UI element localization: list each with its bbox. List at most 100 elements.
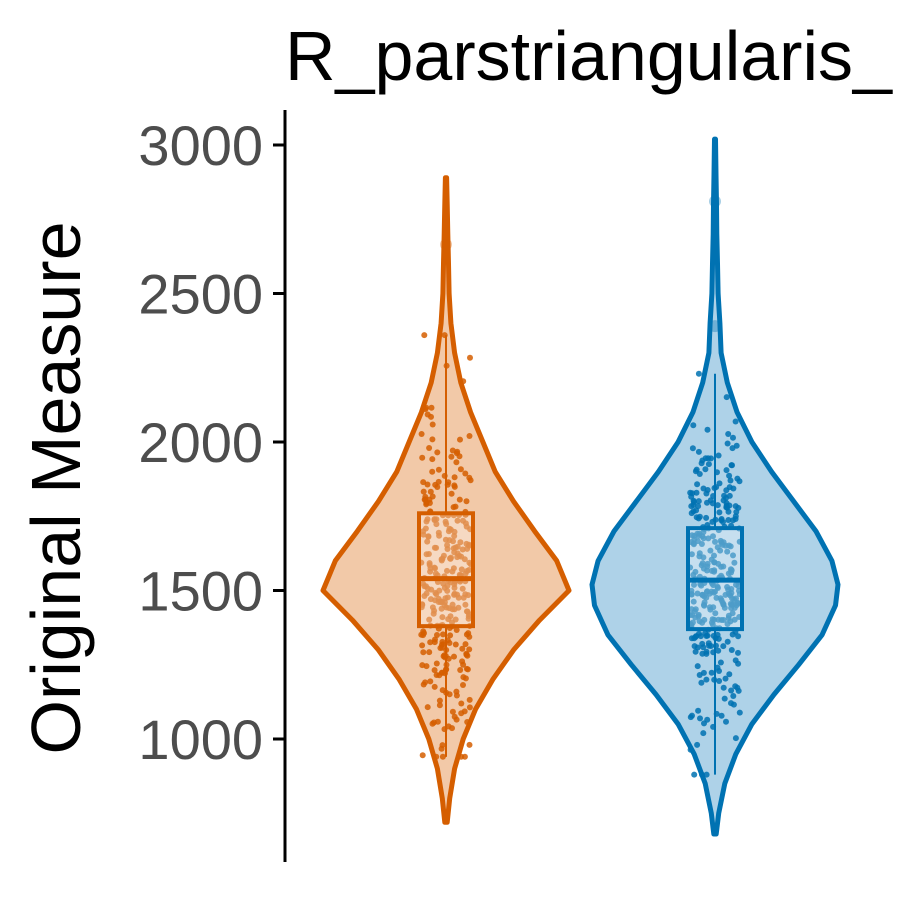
data-point <box>719 541 726 548</box>
data-point <box>704 716 711 723</box>
data-point <box>723 504 730 511</box>
data-point <box>735 687 742 694</box>
data-point <box>428 404 435 411</box>
data-point <box>726 671 733 678</box>
data-point <box>462 641 469 648</box>
data-point <box>450 504 457 511</box>
data-point <box>439 753 446 760</box>
data-point <box>703 514 710 521</box>
data-point <box>696 550 703 557</box>
plot-area <box>320 136 841 837</box>
data-point <box>733 581 739 588</box>
data-point <box>429 468 436 475</box>
data-point <box>453 692 460 699</box>
data-point <box>435 466 442 473</box>
data-point <box>432 565 438 572</box>
data-point <box>451 549 458 556</box>
data-point <box>712 610 719 617</box>
data-point <box>723 718 729 725</box>
data-point <box>465 630 472 637</box>
data-point <box>708 567 715 574</box>
data-point <box>690 598 697 605</box>
y-tick-label: 3000 <box>138 114 263 177</box>
data-point <box>447 613 454 620</box>
data-point <box>718 517 725 524</box>
data-point <box>457 436 463 443</box>
data-point <box>732 418 739 425</box>
data-point <box>694 644 701 651</box>
data-point <box>716 668 722 674</box>
data-point <box>707 606 714 613</box>
data-point <box>709 621 716 628</box>
data-point <box>419 752 426 759</box>
data-point <box>462 601 469 608</box>
data-point <box>454 517 461 524</box>
data-point <box>419 454 426 461</box>
data-point <box>463 608 470 615</box>
data-point <box>418 431 425 437</box>
data-point <box>724 638 731 645</box>
data-point <box>715 452 722 459</box>
data-point <box>433 672 440 678</box>
data-point <box>459 585 466 592</box>
data-point <box>460 517 466 524</box>
outlier-point <box>440 238 452 251</box>
data-point <box>724 548 731 555</box>
data-point <box>717 547 724 554</box>
data-point <box>461 556 468 563</box>
data-point <box>463 498 470 505</box>
data-point <box>429 421 436 428</box>
data-point <box>460 594 467 601</box>
data-point <box>434 449 441 456</box>
data-point <box>728 569 735 576</box>
data-point <box>707 547 714 554</box>
data-point <box>728 462 735 469</box>
data-point <box>451 653 457 660</box>
data-point <box>726 472 733 479</box>
data-point <box>725 431 732 437</box>
data-point <box>444 567 450 574</box>
data-point <box>458 566 465 573</box>
data-point <box>729 595 736 602</box>
data-point <box>466 433 473 439</box>
data-point <box>699 560 706 567</box>
data-point <box>438 605 445 612</box>
data-point <box>424 704 431 711</box>
data-point <box>443 604 450 611</box>
data-point <box>704 632 711 639</box>
data-point <box>702 466 709 473</box>
data-point <box>735 633 742 640</box>
data-point <box>465 592 472 599</box>
data-point <box>699 457 706 464</box>
data-point <box>691 771 698 778</box>
violin-group-1 <box>320 175 572 825</box>
data-point <box>730 517 736 524</box>
data-point <box>700 535 707 542</box>
data-point <box>452 641 459 648</box>
data-point <box>726 484 733 491</box>
data-point <box>723 467 730 474</box>
data-point <box>720 601 727 608</box>
data-point <box>730 434 736 441</box>
data-point <box>459 645 466 652</box>
data-point <box>453 459 460 466</box>
data-point <box>424 411 431 418</box>
data-point <box>709 518 716 525</box>
data-point <box>437 645 444 651</box>
data-point <box>731 559 738 566</box>
data-point <box>465 615 472 622</box>
data-point <box>466 741 473 748</box>
data-point <box>725 517 732 523</box>
data-point <box>715 647 722 654</box>
data-point <box>462 675 469 682</box>
data-point <box>429 456 436 463</box>
data-point <box>694 590 701 597</box>
data-point <box>447 526 454 533</box>
data-point <box>421 593 428 599</box>
y-tick-label: 2000 <box>138 411 263 474</box>
data-point <box>717 595 724 602</box>
data-point <box>730 693 737 699</box>
data-point <box>689 445 696 452</box>
box-iqr <box>417 511 475 629</box>
data-point <box>716 678 723 684</box>
